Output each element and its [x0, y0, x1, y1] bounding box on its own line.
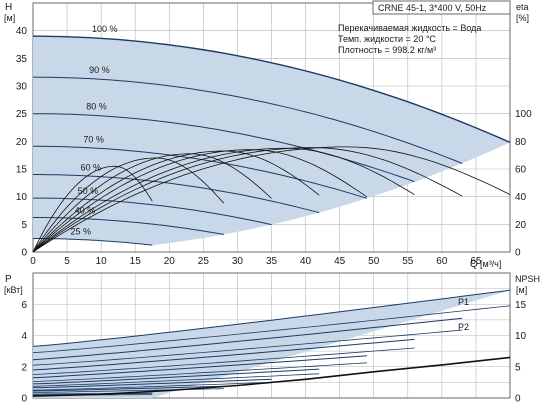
y2-tick-label: 80	[515, 137, 527, 148]
bottom-y2-tick-label: 10	[515, 331, 527, 342]
y2-tick-label: 40	[515, 192, 527, 203]
x-tick-label: 40	[300, 256, 312, 267]
efficiency-curve	[32, 157, 225, 253]
power-curve-p1	[32, 317, 463, 361]
info-temperature: Темп. жидкости = 20 °C	[338, 34, 436, 44]
power-curve-p2	[32, 382, 272, 391]
x-tick-label: 50	[368, 256, 380, 267]
power-curve-p1	[32, 338, 415, 371]
power-curve-p2	[32, 329, 463, 366]
y2-axis-label-npsh: NPSH	[515, 274, 540, 284]
y-tick-label: 20	[16, 137, 28, 148]
y2-axis-label-eta: eta	[516, 2, 529, 12]
y-tick-label: 10	[16, 192, 28, 203]
top-plot-curves	[32, 35, 511, 253]
x-tick-label: 15	[130, 256, 142, 267]
x-tick-label: 20	[164, 256, 176, 267]
y2-axis-unit-npsh: [м]	[516, 285, 527, 295]
bottom-y-tick-label: 6	[21, 300, 27, 311]
power-curve-p1	[33, 392, 153, 395]
y2-tick-label: 60	[515, 165, 527, 176]
bottom-plot-curves	[32, 289, 511, 398]
efficiency-curve	[32, 165, 153, 253]
speed-label: 50 %	[78, 186, 99, 196]
power-curve-p1	[32, 385, 224, 392]
efficiency-curve	[32, 146, 511, 253]
info-density: Плотность = 998.2 кг/м³	[338, 45, 436, 55]
bottom-y-tick-label: 4	[21, 331, 27, 342]
y-axis-unit-h: [м]	[4, 13, 15, 23]
x-tick-label: 30	[232, 256, 244, 267]
y-axis-unit-p: [кВт]	[4, 285, 23, 295]
x-tick-label: 65	[470, 256, 482, 267]
y-tick-label: 25	[16, 109, 28, 120]
speed-curve	[33, 174, 320, 214]
x-tick-label: 25	[198, 256, 210, 267]
speed-label: 90 %	[89, 65, 110, 75]
y-tick-label: 15	[16, 165, 28, 176]
power-curve-p1	[32, 289, 511, 347]
bottom-y2-tick-label: 5	[515, 362, 521, 373]
y2-tick-label: 20	[515, 220, 527, 231]
x-tick-label: 0	[30, 256, 36, 267]
x-tick-label: 60	[436, 256, 448, 267]
power-curve-p2	[32, 362, 367, 382]
y-tick-label: 35	[16, 54, 28, 65]
speed-percent-labels: 100 % 90 % 80 % 70 % 60 % 50 % 40 % 25 %	[71, 24, 118, 236]
y2-tick-label: 100	[515, 109, 532, 120]
series-label-p1: P1	[458, 297, 469, 307]
power-curve-p1	[32, 355, 367, 379]
y-tick-label: 40	[16, 26, 28, 37]
y-axis-label-h: H	[5, 2, 12, 13]
chart-title: CRNE 45-1, 3*400 V, 50Hz	[378, 3, 487, 13]
speed-curve	[32, 76, 463, 164]
efficiency-curve	[32, 153, 272, 253]
npsh-curve	[32, 356, 511, 397]
speed-curve	[33, 145, 368, 199]
x-tick-label: 55	[402, 256, 414, 267]
x-tick-label: 35	[266, 256, 278, 267]
speed-curve	[33, 197, 272, 226]
y-tick-label: 30	[16, 82, 28, 93]
x-tick-label: 5	[64, 256, 70, 267]
y-axis-label-p: P	[5, 274, 12, 285]
power-curve-p2	[32, 347, 415, 375]
axis-ticks: 0 5 10 15 20 25 30 35 40 45 50 55 60 6505101520253035…	[16, 26, 532, 404]
bottom-y2-tick-label: 0	[515, 394, 521, 405]
x-axis-label-q: Q	[470, 259, 478, 270]
series-label-p2: P2	[458, 322, 469, 332]
speed-label: 100 %	[92, 24, 118, 34]
x-axis-unit-q: [м³/ч]	[480, 259, 501, 269]
efficiency-curve	[32, 147, 463, 253]
efficiency-curve	[32, 150, 320, 253]
speed-label: 70 %	[83, 134, 104, 144]
speed-label: 60 %	[81, 163, 102, 173]
y2-tick-label: 0	[515, 248, 521, 259]
efficiency-curve	[32, 149, 368, 253]
power-curve-p2	[32, 305, 511, 354]
info-liquid: Перекачиваемая жидкость = Вода	[338, 23, 481, 33]
x-tick-label: 45	[334, 256, 346, 267]
y-tick-label: 0	[21, 248, 27, 259]
power-curve-p1	[32, 378, 272, 389]
speed-curve	[33, 113, 415, 183]
bottom-y2-tick-label: 15	[515, 300, 527, 311]
speed-curve	[33, 217, 224, 235]
efficiency-curve	[32, 147, 415, 253]
power-curve-p1	[32, 368, 320, 385]
speed-label: 25 %	[71, 226, 92, 236]
speed-curve	[33, 35, 511, 144]
y-tick-label: 5	[21, 220, 27, 231]
title-box	[372, 0, 511, 15]
bottom-plot-frame	[32, 272, 511, 399]
y2-axis-unit-eta: [%]	[516, 13, 529, 23]
bottom-y-tick-label: 0	[21, 394, 27, 405]
power-curve-p2	[32, 373, 320, 387]
speed-label: 80 %	[86, 102, 107, 112]
x-tick-label: 10	[96, 256, 108, 267]
speed-label: 40 %	[75, 205, 96, 215]
bottom-y-tick-label: 2	[21, 362, 27, 373]
